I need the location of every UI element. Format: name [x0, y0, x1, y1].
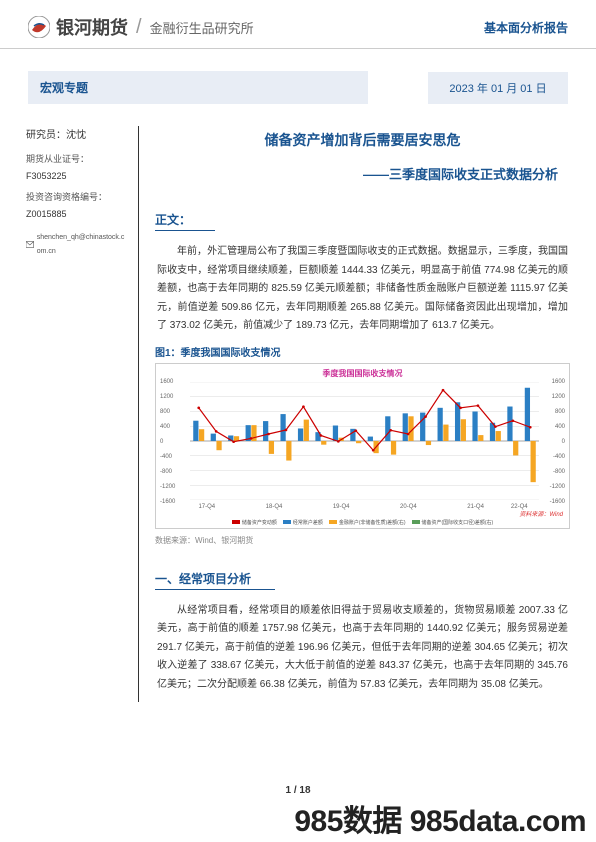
researcher-label: 研究员：: [26, 130, 66, 141]
page-total: 18: [299, 785, 310, 796]
page-header: 银河期货 / 金融衍生品研究所 基本面分析报告: [0, 0, 596, 49]
email-line: shenchen_qh@chinastock.com.cn: [26, 231, 128, 258]
figure1-chart: 季度我国国际收支情况 储备资产变动额经常账户差额金融账户(非储备性质)差额(右)…: [155, 363, 570, 529]
logo-icon: [28, 16, 50, 38]
report-type: 基本面分析报告: [484, 19, 568, 36]
department-name: 金融衍生品研究所: [150, 18, 254, 37]
email-icon: [26, 241, 34, 248]
consult-value: Z0015885: [26, 206, 128, 223]
report-date: 2023 年 01 月 01 日: [428, 72, 568, 104]
footer-watermark: 985数据 985data.com: [294, 796, 586, 840]
chart-plot-area: [190, 382, 539, 500]
header-separator: /: [136, 16, 142, 39]
chart-watermark: 资料来源：Wind: [519, 509, 563, 518]
page-current: 1: [285, 785, 291, 796]
page-number: 1 / 18: [0, 785, 596, 796]
section-main: 正文：: [155, 211, 215, 231]
paragraph-1: 年前，外汇管理局公布了我国三季度暨国际收支的正式数据。数据显示，三季度，我国国际…: [157, 243, 568, 336]
topic-badge: 宏观专题: [28, 71, 368, 104]
article-subtitle: ——三季度国际收支正式数据分析: [155, 164, 558, 183]
article-title: 储备资产增加背后需要居安思危: [155, 130, 570, 150]
chart-legend: 储备资产变动额经常账户差额金融账户(非储备性质)差额(右)储备资产(国际收支口径…: [156, 519, 569, 526]
email-value: shenchen_qh@chinastock.com.cn: [37, 231, 128, 258]
company-name: 银河期货: [56, 14, 128, 40]
researcher-name: 沈忱: [66, 130, 86, 141]
license-value: F3053225: [26, 168, 128, 185]
license-label: 期货从业证号：: [26, 151, 128, 168]
sidebar: 研究员：沈忱 期货从业证号： F3053225 投资咨询资格编号： Z00158…: [26, 126, 138, 702]
subheader: 宏观专题 2023 年 01 月 01 日: [28, 71, 568, 104]
figure1-source: 数据来源：Wind、银河期货: [155, 535, 570, 546]
page-sep: /: [294, 785, 297, 796]
consult-label: 投资咨询资格编号：: [26, 189, 128, 206]
chart-title: 季度我国国际收支情况: [156, 368, 569, 379]
researcher-line: 研究员：沈忱: [26, 126, 128, 145]
content: 研究员：沈忱 期货从业证号： F3053225 投资咨询资格编号： Z00158…: [26, 126, 570, 702]
figure1-caption: 图1：季度我国国际收支情况: [155, 344, 570, 359]
paragraph-2: 从经常项目看，经常项目的顺差依旧得益于贸易收支顺差的，货物贸易顺差 2007.3…: [157, 602, 568, 695]
company-logo: 银河期货: [28, 14, 128, 40]
main-content: 储备资产增加背后需要居安思危 ——三季度国际收支正式数据分析 正文： 年前，外汇…: [138, 126, 570, 702]
section-1: 一、经常项目分析: [155, 570, 275, 590]
